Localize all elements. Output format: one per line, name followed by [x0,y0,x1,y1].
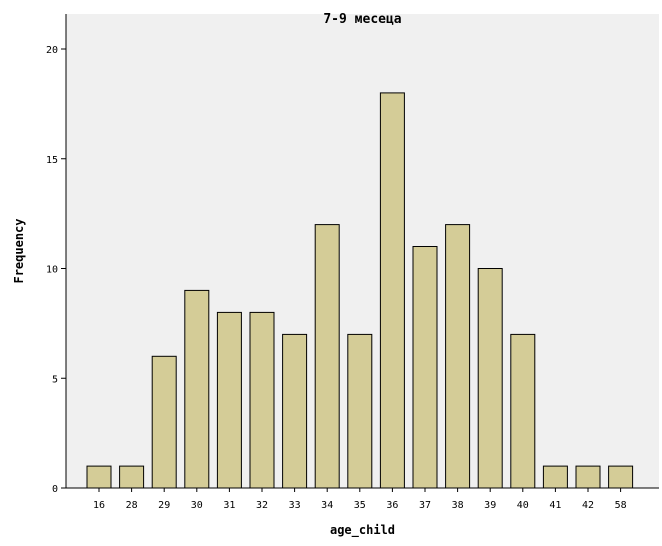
y-tick-label-5: 5 [52,374,58,385]
x-tick-label-37: 37 [419,500,431,511]
x-tick-label-32: 32 [256,500,268,511]
x-tick-label-42: 42 [582,500,594,511]
x-ticks-group: 16 28 29 30 31 32 33 34 35 36 37 38 39 40 41 42 58 [93,488,627,511]
bar-39 [477,268,503,489]
bar-34 [314,224,340,489]
x-tick-label-40: 40 [517,500,529,511]
x-tick-label-30: 30 [191,500,203,511]
y-ticks-group: 0 5 10 15 20 [46,45,66,495]
x-tick-label-39: 39 [484,500,496,511]
y-tick-label-0: 0 [52,484,58,495]
bar-16 [86,465,112,489]
chart-title: 7-9 месеца [323,12,401,27]
x-tick-label-28: 28 [126,500,138,511]
x-tick-label-34: 34 [321,500,333,511]
bar-38 [445,224,471,489]
bar-32 [249,311,275,489]
x-tick-label-29: 29 [158,500,170,511]
bar-58 [608,465,634,489]
y-tick-label-15: 15 [46,155,58,166]
x-tick-label-38: 38 [452,500,464,511]
x-tick-label-35: 35 [354,500,366,511]
bar-31 [216,311,242,489]
bar-28 [119,465,145,489]
x-tick-label-41: 41 [549,500,561,511]
bar-29 [151,355,177,489]
x-tick-label-33: 33 [289,500,301,511]
y-axis-label: Frequency [12,218,26,283]
bar-40 [510,333,536,489]
bars-group [86,92,634,489]
x-tick-label-31: 31 [223,500,235,511]
bar-33 [282,333,308,489]
bar-37 [412,246,438,489]
bar-30 [184,289,210,489]
bar-35 [347,333,373,489]
y-tick-label-10: 10 [46,265,58,276]
bar-36 [379,92,405,489]
x-tick-label-58: 58 [615,500,627,511]
y-tick-label-20: 20 [46,45,58,56]
x-tick-label-36: 36 [386,500,398,511]
x-tick-label-16: 16 [93,500,105,511]
bar-42 [575,465,601,489]
bar-41 [542,465,568,489]
x-axis-label: age_child [330,523,395,538]
